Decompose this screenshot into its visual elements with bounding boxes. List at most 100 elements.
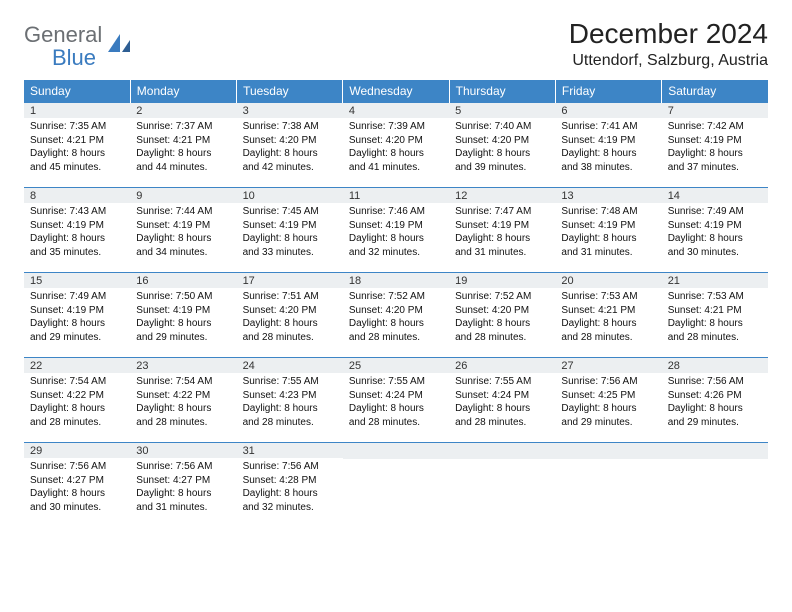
location: Uttendorf, Salzburg, Austria	[569, 52, 768, 70]
day-number: 31	[237, 443, 343, 458]
calendar-day-cell: 11Sunrise: 7:46 AMSunset: 4:19 PMDayligh…	[343, 188, 449, 273]
calendar-day-cell: 6Sunrise: 7:41 AMSunset: 4:19 PMDaylight…	[555, 103, 661, 188]
calendar-day-cell	[662, 443, 768, 528]
day-body: Sunrise: 7:55 AMSunset: 4:24 PMDaylight:…	[343, 373, 449, 433]
day-number: 18	[343, 273, 449, 288]
calendar-day-cell: 8Sunrise: 7:43 AMSunset: 4:19 PMDaylight…	[24, 188, 130, 273]
calendar-day-cell: 16Sunrise: 7:50 AMSunset: 4:19 PMDayligh…	[130, 273, 236, 358]
day-number: 4	[343, 103, 449, 118]
day-number: 7	[662, 103, 768, 118]
day-number: 25	[343, 358, 449, 373]
calendar-day-cell: 12Sunrise: 7:47 AMSunset: 4:19 PMDayligh…	[449, 188, 555, 273]
calendar-day-cell: 29Sunrise: 7:56 AMSunset: 4:27 PMDayligh…	[24, 443, 130, 528]
page-title: December 2024	[569, 18, 768, 50]
calendar-day-cell: 25Sunrise: 7:55 AMSunset: 4:24 PMDayligh…	[343, 358, 449, 443]
day-number: 19	[449, 273, 555, 288]
calendar-day-cell: 20Sunrise: 7:53 AMSunset: 4:21 PMDayligh…	[555, 273, 661, 358]
calendar-day-cell	[449, 443, 555, 528]
day-number: 22	[24, 358, 130, 373]
day-number: 28	[662, 358, 768, 373]
day-body: Sunrise: 7:49 AMSunset: 4:19 PMDaylight:…	[24, 288, 130, 348]
calendar-week-row: 8Sunrise: 7:43 AMSunset: 4:19 PMDaylight…	[24, 188, 768, 273]
day-body: Sunrise: 7:54 AMSunset: 4:22 PMDaylight:…	[130, 373, 236, 433]
day-body: Sunrise: 7:49 AMSunset: 4:19 PMDaylight:…	[662, 203, 768, 263]
day-number: 2	[130, 103, 236, 118]
calendar-day-cell: 24Sunrise: 7:55 AMSunset: 4:23 PMDayligh…	[237, 358, 343, 443]
day-body: Sunrise: 7:56 AMSunset: 4:28 PMDaylight:…	[237, 458, 343, 518]
day-number: 10	[237, 188, 343, 203]
day-number-empty	[662, 443, 768, 459]
day-number: 14	[662, 188, 768, 203]
calendar-week-row: 29Sunrise: 7:56 AMSunset: 4:27 PMDayligh…	[24, 443, 768, 528]
day-number: 16	[130, 273, 236, 288]
day-body: Sunrise: 7:54 AMSunset: 4:22 PMDaylight:…	[24, 373, 130, 433]
weekday-header: Monday	[130, 80, 236, 103]
header: General Blue December 2024 Uttendorf, Sa…	[24, 18, 768, 70]
weekday-header: Saturday	[662, 80, 768, 103]
calendar-week-row: 22Sunrise: 7:54 AMSunset: 4:22 PMDayligh…	[24, 358, 768, 443]
logo-sail-icon	[106, 32, 132, 63]
day-body: Sunrise: 7:56 AMSunset: 4:25 PMDaylight:…	[555, 373, 661, 433]
calendar-day-cell	[555, 443, 661, 528]
calendar-day-cell: 19Sunrise: 7:52 AMSunset: 4:20 PMDayligh…	[449, 273, 555, 358]
day-number: 3	[237, 103, 343, 118]
day-body: Sunrise: 7:48 AMSunset: 4:19 PMDaylight:…	[555, 203, 661, 263]
day-body: Sunrise: 7:50 AMSunset: 4:19 PMDaylight:…	[130, 288, 236, 348]
calendar-table: SundayMondayTuesdayWednesdayThursdayFrid…	[24, 80, 768, 527]
calendar-day-cell: 28Sunrise: 7:56 AMSunset: 4:26 PMDayligh…	[662, 358, 768, 443]
day-number: 5	[449, 103, 555, 118]
day-number: 1	[24, 103, 130, 118]
calendar-day-cell: 7Sunrise: 7:42 AMSunset: 4:19 PMDaylight…	[662, 103, 768, 188]
calendar-body: 1Sunrise: 7:35 AMSunset: 4:21 PMDaylight…	[24, 103, 768, 528]
day-number: 30	[130, 443, 236, 458]
day-number: 17	[237, 273, 343, 288]
calendar-day-cell: 10Sunrise: 7:45 AMSunset: 4:19 PMDayligh…	[237, 188, 343, 273]
day-body: Sunrise: 7:46 AMSunset: 4:19 PMDaylight:…	[343, 203, 449, 263]
calendar-day-cell: 17Sunrise: 7:51 AMSunset: 4:20 PMDayligh…	[237, 273, 343, 358]
day-body: Sunrise: 7:45 AMSunset: 4:19 PMDaylight:…	[237, 203, 343, 263]
day-number: 12	[449, 188, 555, 203]
calendar-day-cell: 22Sunrise: 7:54 AMSunset: 4:22 PMDayligh…	[24, 358, 130, 443]
day-body: Sunrise: 7:44 AMSunset: 4:19 PMDaylight:…	[130, 203, 236, 263]
day-number: 6	[555, 103, 661, 118]
day-body: Sunrise: 7:42 AMSunset: 4:19 PMDaylight:…	[662, 118, 768, 178]
calendar-day-cell: 15Sunrise: 7:49 AMSunset: 4:19 PMDayligh…	[24, 273, 130, 358]
day-body: Sunrise: 7:51 AMSunset: 4:20 PMDaylight:…	[237, 288, 343, 348]
day-number-empty	[449, 443, 555, 459]
calendar-day-cell: 27Sunrise: 7:56 AMSunset: 4:25 PMDayligh…	[555, 358, 661, 443]
weekday-header: Tuesday	[237, 80, 343, 103]
weekday-header: Thursday	[449, 80, 555, 103]
title-block: December 2024 Uttendorf, Salzburg, Austr…	[569, 18, 768, 70]
day-number: 21	[662, 273, 768, 288]
day-body: Sunrise: 7:39 AMSunset: 4:20 PMDaylight:…	[343, 118, 449, 178]
day-body: Sunrise: 7:38 AMSunset: 4:20 PMDaylight:…	[237, 118, 343, 178]
calendar-day-cell: 14Sunrise: 7:49 AMSunset: 4:19 PMDayligh…	[662, 188, 768, 273]
day-number: 13	[555, 188, 661, 203]
weekday-header-row: SundayMondayTuesdayWednesdayThursdayFrid…	[24, 80, 768, 103]
day-number-empty	[555, 443, 661, 459]
day-number-empty	[343, 443, 449, 459]
calendar-day-cell: 2Sunrise: 7:37 AMSunset: 4:21 PMDaylight…	[130, 103, 236, 188]
day-body: Sunrise: 7:43 AMSunset: 4:19 PMDaylight:…	[24, 203, 130, 263]
day-body: Sunrise: 7:55 AMSunset: 4:24 PMDaylight:…	[449, 373, 555, 433]
day-body: Sunrise: 7:37 AMSunset: 4:21 PMDaylight:…	[130, 118, 236, 178]
calendar-day-cell: 21Sunrise: 7:53 AMSunset: 4:21 PMDayligh…	[662, 273, 768, 358]
day-number: 15	[24, 273, 130, 288]
day-body: Sunrise: 7:35 AMSunset: 4:21 PMDaylight:…	[24, 118, 130, 178]
day-body: Sunrise: 7:52 AMSunset: 4:20 PMDaylight:…	[449, 288, 555, 348]
day-number: 26	[449, 358, 555, 373]
calendar-day-cell: 1Sunrise: 7:35 AMSunset: 4:21 PMDaylight…	[24, 103, 130, 188]
day-number: 29	[24, 443, 130, 458]
calendar-day-cell: 5Sunrise: 7:40 AMSunset: 4:20 PMDaylight…	[449, 103, 555, 188]
calendar-day-cell: 26Sunrise: 7:55 AMSunset: 4:24 PMDayligh…	[449, 358, 555, 443]
day-body: Sunrise: 7:41 AMSunset: 4:19 PMDaylight:…	[555, 118, 661, 178]
day-number: 27	[555, 358, 661, 373]
day-body: Sunrise: 7:52 AMSunset: 4:20 PMDaylight:…	[343, 288, 449, 348]
day-number: 8	[24, 188, 130, 203]
logo-word1: General	[24, 22, 102, 47]
logo-word2: Blue	[24, 45, 96, 70]
calendar-day-cell: 4Sunrise: 7:39 AMSunset: 4:20 PMDaylight…	[343, 103, 449, 188]
day-number: 9	[130, 188, 236, 203]
calendar-day-cell: 31Sunrise: 7:56 AMSunset: 4:28 PMDayligh…	[237, 443, 343, 528]
weekday-header: Wednesday	[343, 80, 449, 103]
